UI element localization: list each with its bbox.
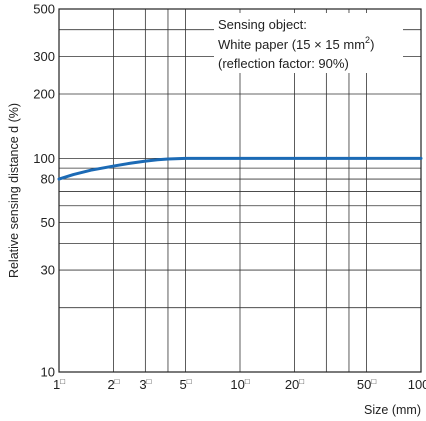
y-tick-label: 500 xyxy=(33,2,55,17)
x-tick-suffix: □ xyxy=(299,377,304,386)
x-tick-suffix: □ xyxy=(60,377,65,386)
annotation-line-1: Sensing object: xyxy=(218,17,307,32)
x-tick-label: 2□ xyxy=(107,377,119,392)
y-tick-label: 200 xyxy=(33,87,55,102)
x-tick-suffix: □ xyxy=(187,377,192,386)
curve-layer xyxy=(57,156,423,181)
y-tick-label: 300 xyxy=(33,49,55,64)
x-axis-label: Size (mm) xyxy=(364,403,421,417)
annotation-line-2: White paper (15 × 15 mm2) xyxy=(218,35,374,52)
y-tick-label: 80 xyxy=(41,172,55,187)
x-tick-suffix: □ xyxy=(115,377,120,386)
annotation-line-2-prefix: White paper (15 × 15 mm xyxy=(218,37,365,52)
annotation-line-2-suffix: ) xyxy=(370,37,374,52)
annotation-line-2-sup: 2 xyxy=(365,35,370,45)
annotation-background xyxy=(214,13,403,73)
y-tick-label: 10 xyxy=(41,365,55,380)
y-tick-label: 30 xyxy=(41,263,55,278)
y-tick-label: 50 xyxy=(41,215,55,230)
y-tick-labels: 10 30 50 80 100 200 300 500 xyxy=(33,2,55,380)
x-tick-label: 10□ xyxy=(230,377,249,392)
annotation-box: Sensing object: White paper (15 × 15 mm2… xyxy=(214,13,403,73)
x-tick-label: 5□ xyxy=(179,377,191,392)
x-tick-suffix: □ xyxy=(371,377,376,386)
annotation-line-3: (reflection factor: 90%) xyxy=(218,56,349,71)
series-line xyxy=(57,156,423,181)
x-tick-suffix: □ xyxy=(245,377,250,386)
x-tick-label: 3□ xyxy=(139,377,151,392)
x-tick-label: 20□ xyxy=(285,377,304,392)
y-tick-label: 100 xyxy=(33,151,55,166)
x-tick-label: 50□ xyxy=(357,377,376,392)
x-tick-labels: 1□ 2□ 3□ 5□ 10□ 20□ 50□ 100□ xyxy=(53,377,426,392)
x-tick-suffix: □ xyxy=(147,377,152,386)
plot-frame xyxy=(58,8,422,373)
y-axis-label: Relative sensing distance d (%) xyxy=(7,103,21,278)
x-tick-label: 1□ xyxy=(53,377,65,392)
x-tick-label: 100□ xyxy=(408,377,426,392)
